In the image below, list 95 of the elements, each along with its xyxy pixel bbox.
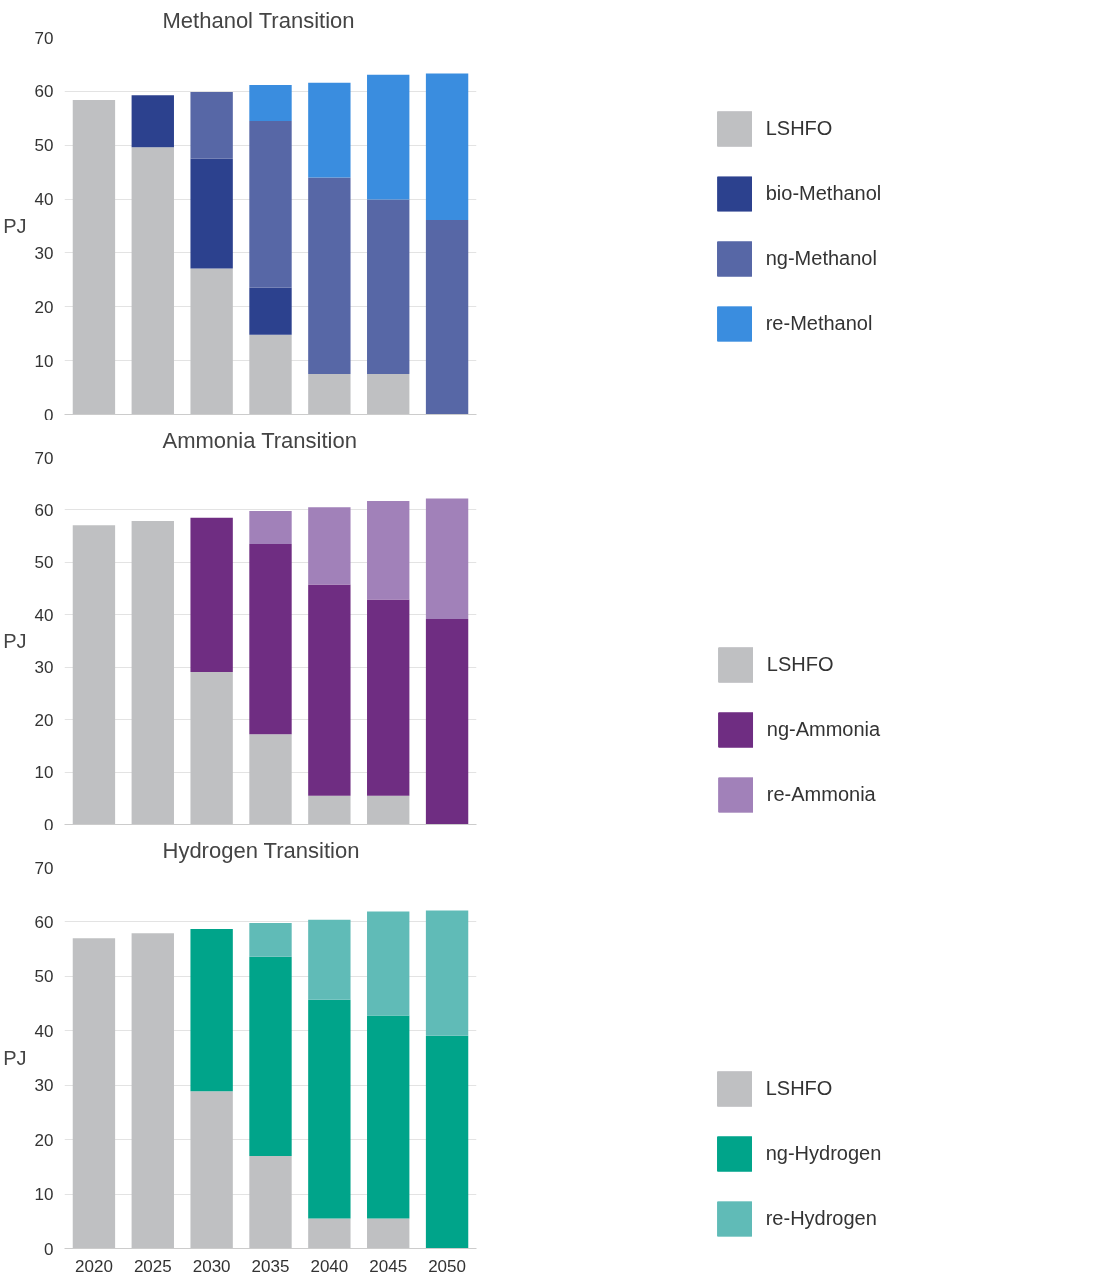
bar [131,520,174,825]
y-tick-label: 30 [34,658,54,678]
bar [249,1155,292,1249]
x-tick-label: 2025 [133,1256,172,1274]
bar [249,923,292,957]
y-tick-label: 30 [34,1076,54,1096]
y-tick-label: 10 [34,351,54,371]
legend-label: bio-Methanol [765,181,882,205]
x-tick-label: 2020 [75,1256,113,1274]
chart-title: Hydrogen Transition [162,837,360,863]
bar [308,999,351,1219]
legend-label: re-Ammonia [766,783,876,806]
bar [190,1091,233,1249]
bar [190,517,233,672]
bar [308,584,351,796]
legend-label: re-Methanol [765,311,873,335]
bar [72,525,116,825]
bar [249,544,292,735]
bar [425,498,469,619]
y-axis-title: PJ [3,1047,27,1069]
bar [367,1015,410,1219]
bar [425,910,469,1036]
x-tick-label: 2030 [192,1256,231,1274]
y-tick-label: 50 [34,967,54,987]
legend-label: ng-Hydrogen [765,1142,882,1165]
y-tick-label: 20 [34,710,54,730]
bar [190,268,233,415]
bar [249,334,292,415]
y-tick-label: 0 [44,815,54,835]
y-tick-label: 40 [34,1021,54,1041]
legend-label: re-Hydrogen [765,1207,877,1230]
bar [249,510,292,545]
bar [367,199,410,375]
legend-label: ng-Ammonia [766,718,881,741]
legend-label: LSHFO [766,653,834,676]
y-tick-label: 50 [34,136,54,156]
bar [190,929,233,1092]
bar [131,147,174,415]
y-tick-label: 0 [44,405,54,425]
bar [249,120,292,288]
bar [249,287,292,335]
chart-title: Methanol Transition [162,7,355,33]
y-axis-title: PJ [3,215,27,237]
x-tick-label: 2040 [310,1256,349,1274]
y-tick-label: 30 [34,243,54,263]
bar [425,73,469,221]
bar [249,734,292,825]
x-tick-label: 2050 [428,1256,466,1274]
bar [131,95,174,148]
bar [367,501,410,600]
legend-label: LSHFO [765,116,833,140]
bar [308,177,351,375]
y-tick-label: 20 [34,1130,54,1150]
bar [131,933,174,1249]
y-tick-label: 50 [34,553,54,573]
bar [249,956,292,1156]
bar [425,618,469,825]
bar [367,74,410,200]
y-tick-label: 40 [34,190,54,210]
bar [308,795,351,825]
bar [425,1035,469,1249]
y-axis-title: PJ [3,630,27,652]
y-tick-label: 10 [34,1185,54,1205]
y-tick-label: 60 [34,500,54,520]
y-tick-label: 60 [34,82,54,102]
bar [367,374,410,415]
y-tick-label: 40 [34,605,54,625]
legend-label: ng-Methanol [765,246,877,270]
y-tick-label: 70 [34,448,54,468]
bar [190,671,233,825]
bar [425,220,469,415]
bar [190,91,233,159]
bar [308,507,351,585]
bar [367,1218,410,1249]
y-tick-label: 60 [34,912,54,932]
bar [72,938,116,1249]
y-tick-label: 10 [34,763,54,783]
bar [367,911,410,1016]
y-tick-label: 70 [34,858,54,878]
bar [190,158,233,269]
legend-label: LSHFO [765,1077,833,1100]
bar [308,1218,351,1249]
bar [249,84,292,121]
bar [367,599,410,796]
y-tick-label: 0 [44,1239,54,1259]
x-tick-label: 2045 [369,1256,408,1274]
bar [308,919,351,1000]
bar [308,82,351,178]
bar [367,795,410,825]
y-tick-label: 20 [34,297,54,317]
chart-title: Ammonia Transition [162,427,357,453]
y-tick-label: 70 [34,28,54,48]
bar [308,374,351,415]
x-tick-label: 2035 [251,1256,290,1274]
bar [72,99,116,415]
